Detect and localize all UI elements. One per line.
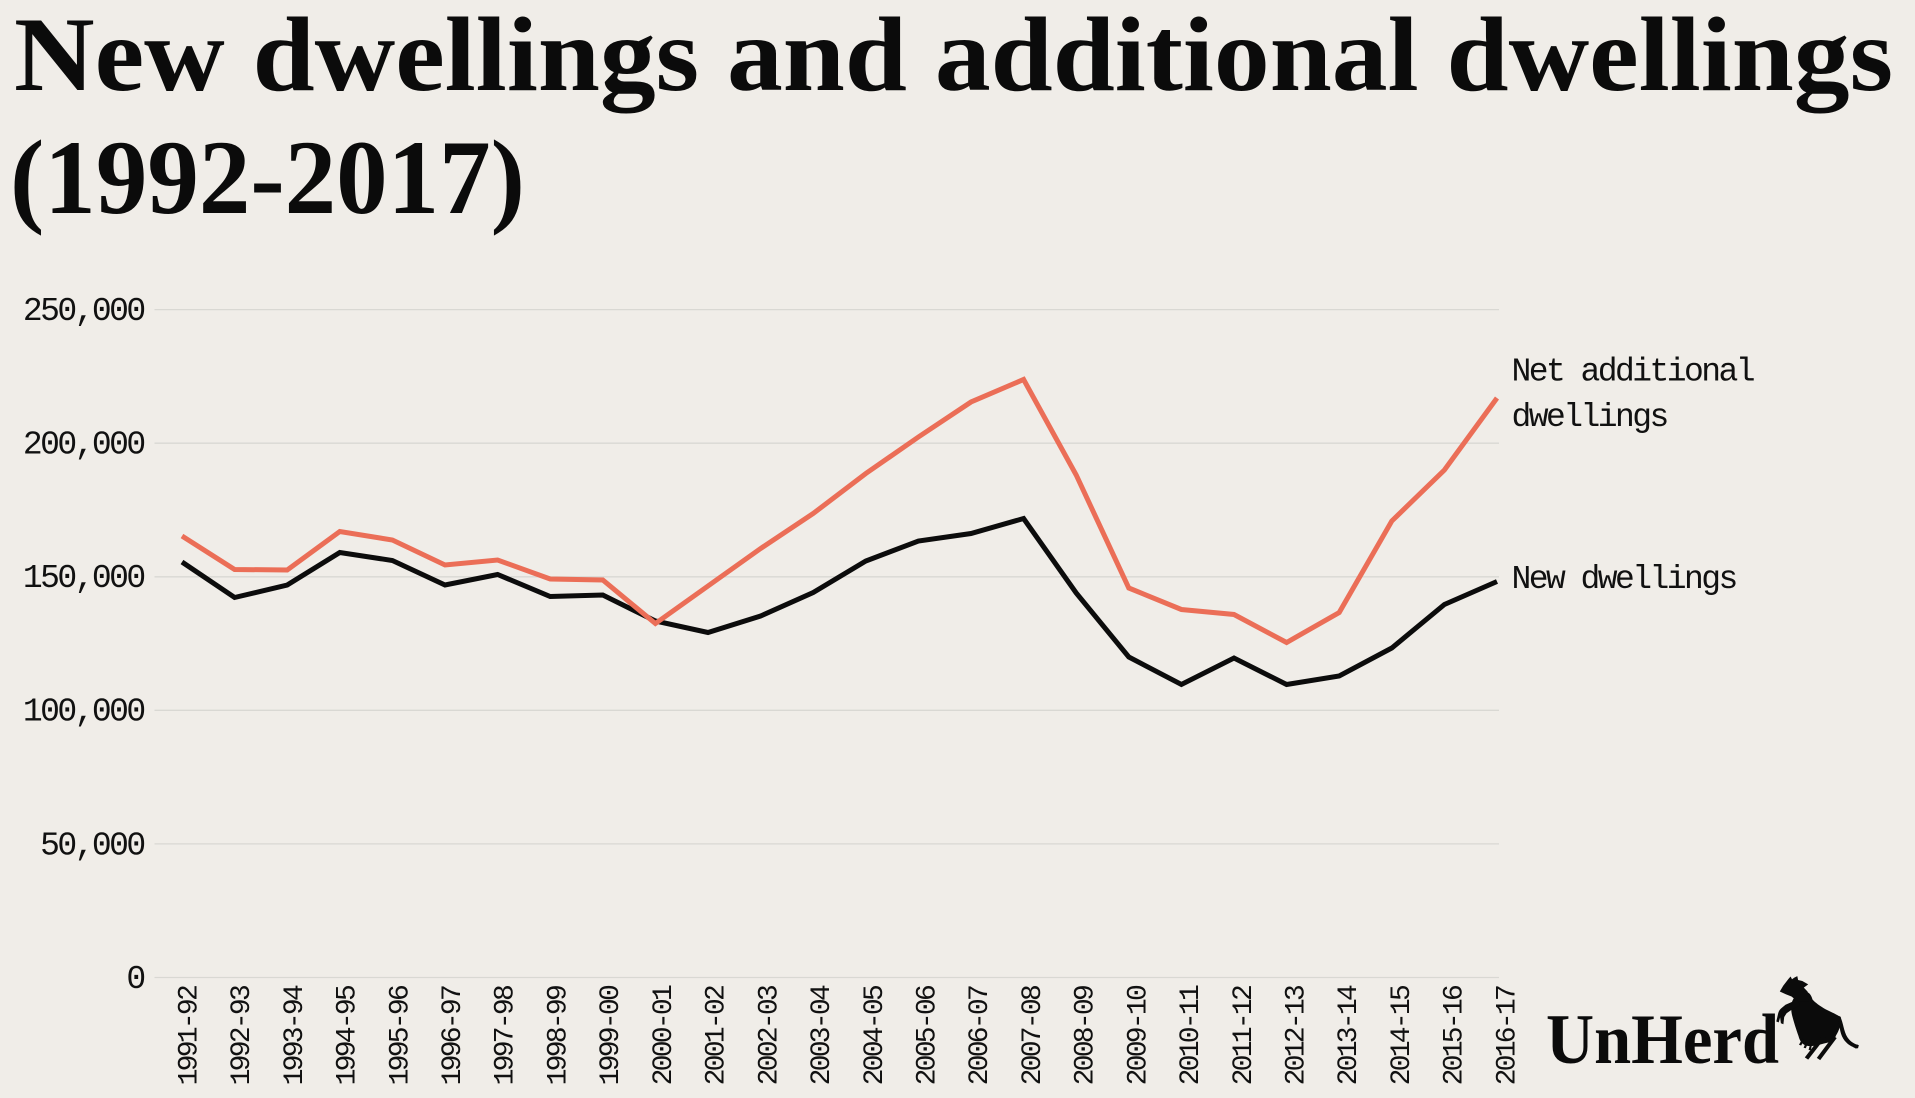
svg-text:2003-04: 2003-04: [807, 985, 838, 1085]
svg-text:2007-08: 2007-08: [1018, 986, 1049, 1085]
svg-text:2012-13: 2012-13: [1282, 985, 1313, 1085]
svg-text:1998-99: 1998-99: [543, 986, 574, 1085]
svg-text:1996-97: 1996-97: [438, 986, 469, 1085]
svg-text:1995-96: 1995-96: [385, 986, 416, 1085]
svg-text:100,000: 100,000: [23, 694, 145, 731]
svg-text:2000-01: 2000-01: [649, 985, 680, 1085]
svg-text:2015-16: 2015-16: [1440, 986, 1471, 1085]
svg-text:250,000: 250,000: [23, 293, 145, 330]
svg-text:2004-05: 2004-05: [860, 985, 891, 1085]
svg-text:1991-92: 1991-92: [174, 986, 205, 1085]
svg-text:2013-14: 2013-14: [1334, 985, 1365, 1085]
svg-text:2011-12: 2011-12: [1229, 986, 1260, 1085]
svg-text:2001-02: 2001-02: [702, 986, 733, 1085]
svg-text:0: 0: [126, 961, 144, 998]
svg-text:New dwellings and additional d: New dwellings and additional dwellings: [14, 0, 1893, 113]
svg-text:150,000: 150,000: [23, 560, 145, 597]
svg-text:2006-07: 2006-07: [965, 986, 996, 1085]
svg-text:2008-09: 2008-09: [1071, 986, 1102, 1085]
svg-text:1992-93: 1992-93: [227, 985, 258, 1085]
svg-text:1993-94: 1993-94: [280, 985, 311, 1085]
svg-text:200,000: 200,000: [23, 427, 145, 464]
svg-text:New dwellings: New dwellings: [1512, 561, 1737, 598]
svg-text:UnHerd: UnHerd: [1546, 1001, 1779, 1079]
svg-text:dwellings: dwellings: [1512, 399, 1668, 436]
svg-text:1999-00: 1999-00: [596, 985, 627, 1085]
svg-text:2009-10: 2009-10: [1123, 985, 1154, 1085]
svg-text:2010-11: 2010-11: [1176, 985, 1207, 1085]
svg-text:1994-95: 1994-95: [333, 985, 364, 1085]
svg-text:Net additional: Net additional: [1512, 354, 1754, 391]
svg-text:2002-03: 2002-03: [754, 985, 785, 1085]
svg-text:(1992-2017): (1992-2017): [10, 119, 525, 236]
svg-text:1997-98: 1997-98: [491, 986, 522, 1085]
svg-text:2016-17: 2016-17: [1492, 986, 1523, 1085]
svg-text:50,000: 50,000: [40, 827, 144, 864]
svg-text:2014-15: 2014-15: [1387, 985, 1418, 1085]
svg-text:2005-06: 2005-06: [913, 986, 944, 1085]
